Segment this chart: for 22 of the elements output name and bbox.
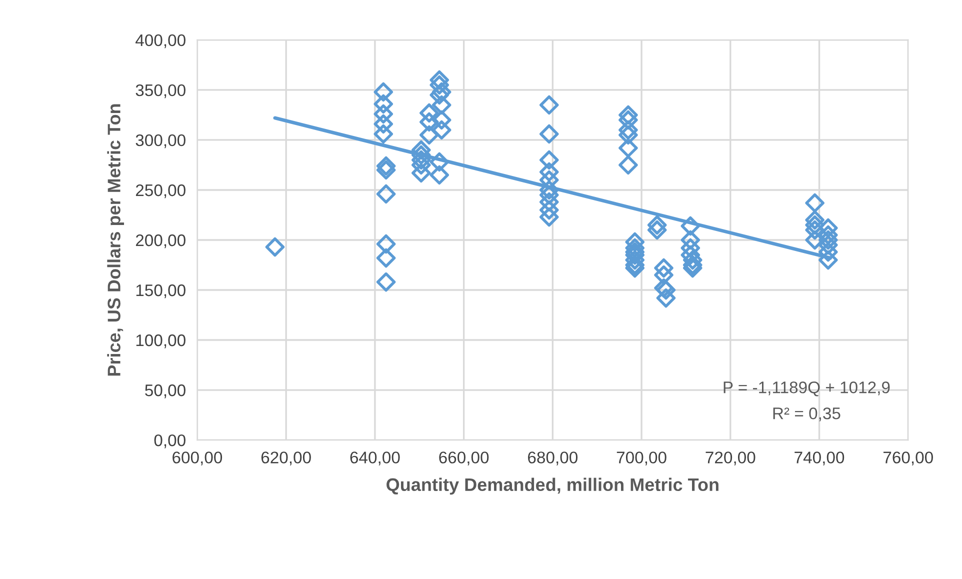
y-tick-label: 150,00: [136, 284, 186, 298]
x-tick-label: 640,00: [350, 452, 400, 466]
y-tick-label: 350,00: [136, 84, 186, 98]
y-tick-label: 0,00: [154, 434, 186, 448]
y-axis-title: Price, US Dollars per Metric Ton: [107, 104, 124, 376]
y-tick-label: 250,00: [136, 184, 186, 198]
annotation: R² = 0,35: [773, 408, 840, 422]
y-tick-label: 50,00: [145, 384, 186, 398]
y-tick-label: 100,00: [136, 334, 186, 348]
x-tick-label: 720,00: [706, 452, 756, 466]
x-tick-label: 680,00: [528, 452, 578, 466]
x-tick-label: 620,00: [261, 452, 311, 466]
x-tick-label: 760,00: [883, 452, 933, 466]
y-tick-label: 200,00: [136, 234, 186, 248]
x-tick-label: 660,00: [439, 452, 489, 466]
annotation: P = -1,1189Q + 1012,9: [724, 382, 890, 396]
x-tick-label: 600,00: [172, 452, 222, 466]
x-tick-label: 700,00: [616, 452, 666, 466]
x-tick-label: 740,00: [794, 452, 844, 466]
y-tick-label: 400,00: [136, 34, 186, 48]
y-tick-label: 300,00: [136, 134, 186, 148]
x-axis-title: Quantity Demanded, million Metric Ton: [386, 478, 718, 495]
